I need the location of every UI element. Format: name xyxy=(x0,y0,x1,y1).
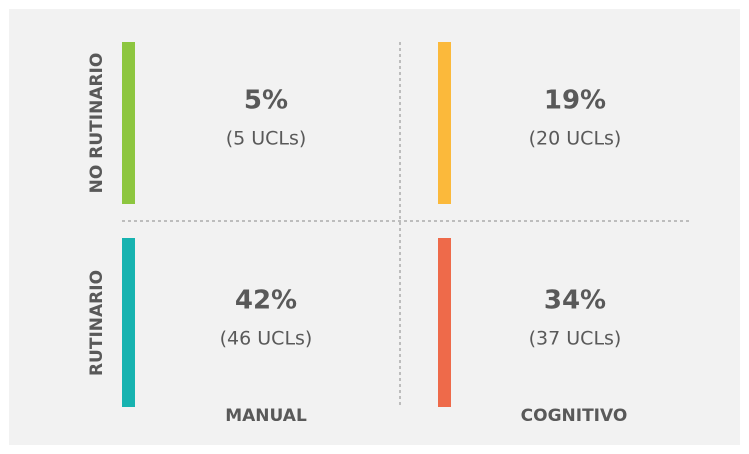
column-label: COGNITIVO xyxy=(521,406,628,426)
bar-orange xyxy=(438,238,451,407)
column-label: MANUAL xyxy=(225,406,307,426)
bar-yellow xyxy=(438,42,451,204)
row-label: NO RUTINARIO xyxy=(87,53,107,194)
count: (46 UCLs) xyxy=(220,328,313,350)
percent: 19% xyxy=(544,86,606,116)
percent: 42% xyxy=(235,286,297,316)
panel xyxy=(9,9,740,445)
bar-teal xyxy=(122,238,135,407)
row-label: RUTINARIO xyxy=(87,270,107,376)
count: (20 UCLs) xyxy=(529,128,622,150)
count: (5 UCLs) xyxy=(226,128,307,150)
percent: 5% xyxy=(244,86,288,116)
percent: 34% xyxy=(544,286,606,316)
bar-green xyxy=(122,42,135,204)
count: (37 UCLs) xyxy=(529,328,622,350)
